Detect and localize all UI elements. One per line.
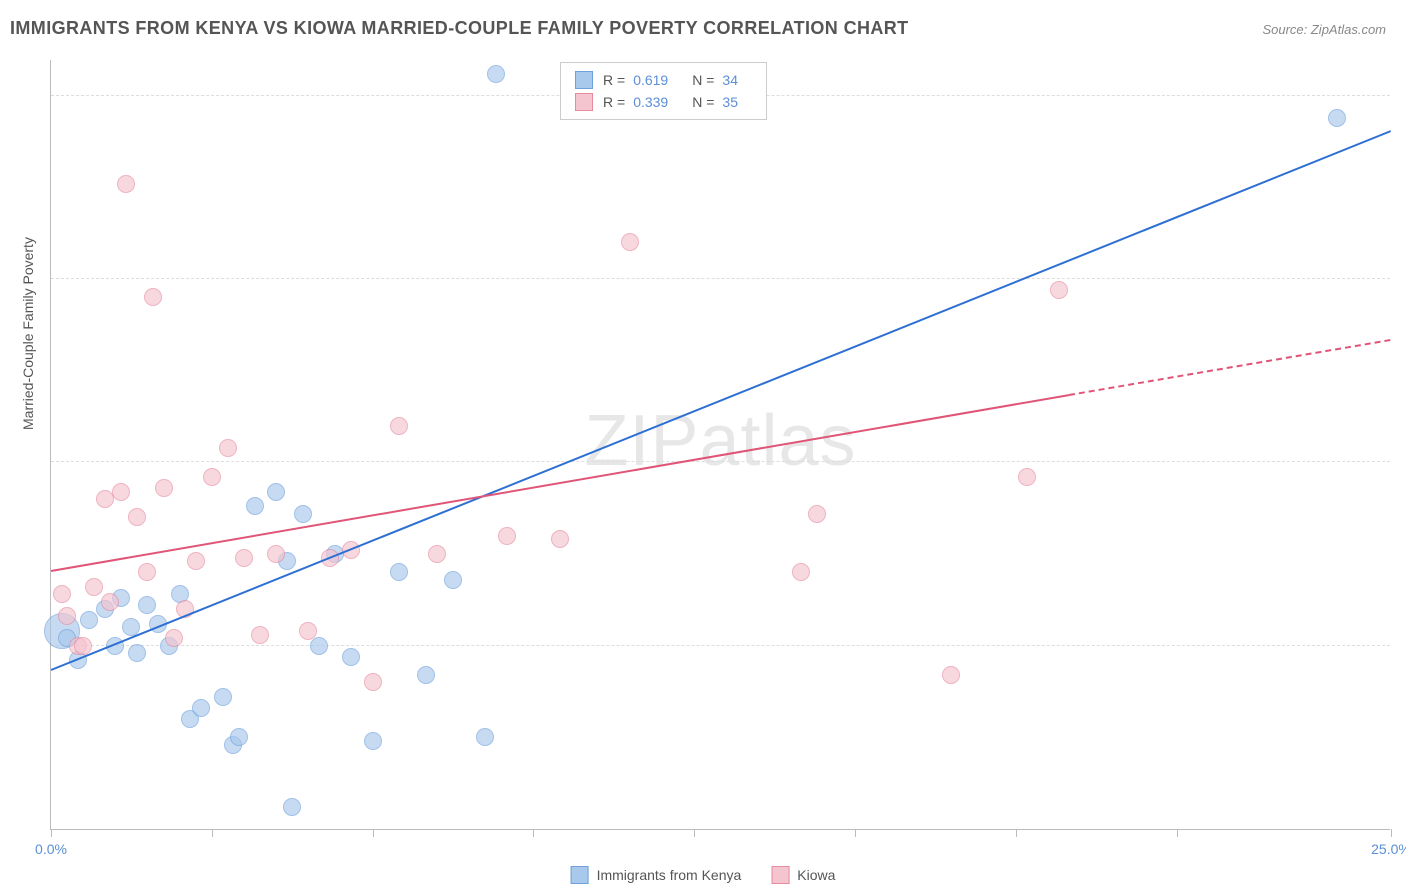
data-point bbox=[1050, 281, 1068, 299]
x-tick bbox=[694, 829, 695, 837]
data-point bbox=[230, 728, 248, 746]
legend-label-kiowa: Kiowa bbox=[797, 867, 835, 883]
legend-row-kiowa: R = 0.339 N = 35 bbox=[575, 91, 752, 113]
data-point bbox=[342, 648, 360, 666]
data-point bbox=[235, 549, 253, 567]
data-point bbox=[1018, 468, 1036, 486]
data-point bbox=[267, 483, 285, 501]
x-tick bbox=[533, 829, 534, 837]
data-point bbox=[203, 468, 221, 486]
trend-line bbox=[51, 130, 1392, 671]
data-point bbox=[498, 527, 516, 545]
data-point bbox=[551, 530, 569, 548]
data-point bbox=[74, 637, 92, 655]
data-point bbox=[487, 65, 505, 83]
series-legend: Immigrants from Kenya Kiowa bbox=[571, 866, 836, 884]
data-point bbox=[117, 175, 135, 193]
legend-swatch-kiowa bbox=[575, 93, 593, 111]
data-point bbox=[251, 626, 269, 644]
x-tick bbox=[1016, 829, 1017, 837]
trend-line bbox=[1069, 339, 1391, 396]
data-point bbox=[444, 571, 462, 589]
legend-item-kiowa: Kiowa bbox=[771, 866, 835, 884]
data-point bbox=[101, 593, 119, 611]
data-point bbox=[294, 505, 312, 523]
data-point bbox=[428, 545, 446, 563]
x-tick bbox=[855, 829, 856, 837]
data-point bbox=[1328, 109, 1346, 127]
legend-item-kenya: Immigrants from Kenya bbox=[571, 866, 742, 884]
data-point bbox=[792, 563, 810, 581]
r-value-kiowa: 0.339 bbox=[633, 91, 668, 113]
data-point bbox=[219, 439, 237, 457]
data-point bbox=[417, 666, 435, 684]
data-point bbox=[310, 637, 328, 655]
data-point bbox=[138, 596, 156, 614]
data-point bbox=[942, 666, 960, 684]
data-point bbox=[187, 552, 205, 570]
data-point bbox=[165, 629, 183, 647]
data-point bbox=[390, 417, 408, 435]
data-point bbox=[144, 288, 162, 306]
data-point bbox=[214, 688, 232, 706]
data-point bbox=[128, 508, 146, 526]
data-point bbox=[53, 585, 71, 603]
data-point bbox=[128, 644, 146, 662]
x-tick-label: 0.0% bbox=[35, 841, 67, 857]
gridline bbox=[51, 278, 1390, 279]
n-value-kenya: 34 bbox=[722, 69, 738, 91]
data-point bbox=[112, 483, 130, 501]
r-value-kenya: 0.619 bbox=[633, 69, 668, 91]
legend-row-kenya: R = 0.619 N = 34 bbox=[575, 69, 752, 91]
data-point bbox=[621, 233, 639, 251]
legend-swatch-kenya bbox=[575, 71, 593, 89]
data-point bbox=[85, 578, 103, 596]
x-tick bbox=[51, 829, 52, 837]
legend-label-kenya: Immigrants from Kenya bbox=[597, 867, 742, 883]
gridline bbox=[51, 461, 1390, 462]
gridline bbox=[51, 645, 1390, 646]
x-tick bbox=[212, 829, 213, 837]
data-point bbox=[246, 497, 264, 515]
source-attribution: Source: ZipAtlas.com bbox=[1262, 22, 1386, 37]
legend-swatch-kenya-bottom bbox=[571, 866, 589, 884]
data-point bbox=[299, 622, 317, 640]
n-value-kiowa: 35 bbox=[722, 91, 738, 113]
data-point bbox=[808, 505, 826, 523]
x-tick bbox=[1391, 829, 1392, 837]
legend-swatch-kiowa-bottom bbox=[771, 866, 789, 884]
watermark: ZIPatlas bbox=[584, 399, 856, 481]
data-point bbox=[283, 798, 301, 816]
data-point bbox=[390, 563, 408, 581]
x-tick bbox=[373, 829, 374, 837]
scatter-plot-area: ZIPatlas 5.0%10.0%15.0%20.0%0.0%25.0% bbox=[50, 60, 1390, 830]
data-point bbox=[58, 607, 76, 625]
n-label: N = bbox=[692, 69, 714, 91]
data-point bbox=[364, 732, 382, 750]
data-point bbox=[80, 611, 98, 629]
r-label: R = bbox=[603, 91, 625, 113]
data-point bbox=[267, 545, 285, 563]
chart-title: IMMIGRANTS FROM KENYA VS KIOWA MARRIED-C… bbox=[10, 18, 909, 39]
r-label: R = bbox=[603, 69, 625, 91]
data-point bbox=[192, 699, 210, 717]
data-point bbox=[364, 673, 382, 691]
x-tick bbox=[1177, 829, 1178, 837]
data-point bbox=[138, 563, 156, 581]
data-point bbox=[155, 479, 173, 497]
y-axis-label: Married-Couple Family Poverty bbox=[20, 237, 36, 430]
n-label: N = bbox=[692, 91, 714, 113]
data-point bbox=[476, 728, 494, 746]
x-tick-label: 25.0% bbox=[1371, 841, 1406, 857]
correlation-legend: R = 0.619 N = 34 R = 0.339 N = 35 bbox=[560, 62, 767, 120]
